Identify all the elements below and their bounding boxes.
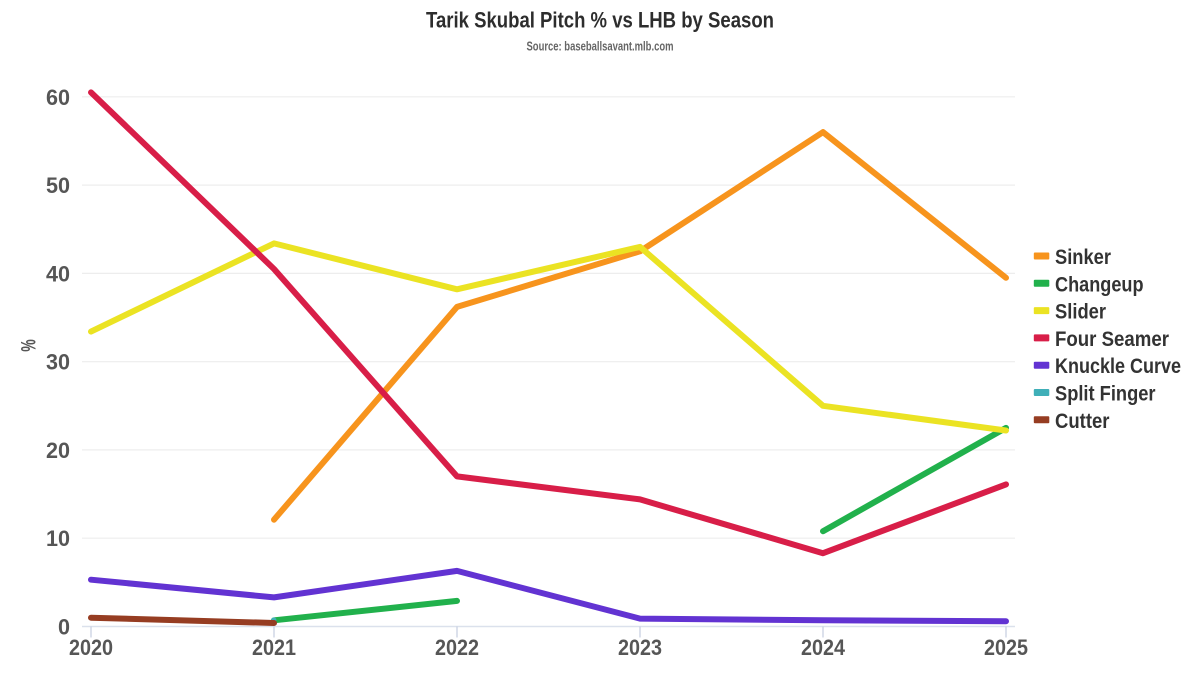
svg-text:Split Finger: Split Finger — [1055, 382, 1156, 406]
svg-text:2023: 2023 — [618, 635, 662, 660]
svg-text:Cutter: Cutter — [1055, 409, 1110, 433]
svg-text:40: 40 — [46, 261, 70, 286]
svg-text:2025: 2025 — [984, 635, 1028, 660]
svg-text:0: 0 — [58, 615, 70, 640]
svg-text:60: 60 — [46, 85, 70, 110]
svg-text:30: 30 — [46, 350, 70, 375]
svg-text:10: 10 — [46, 526, 70, 551]
svg-text:Four Seamer: Four Seamer — [1055, 327, 1170, 351]
svg-text:2021: 2021 — [252, 635, 296, 660]
svg-text:2024: 2024 — [801, 635, 845, 660]
svg-text:Sinker: Sinker — [1055, 245, 1112, 269]
svg-text:Changeup: Changeup — [1055, 272, 1144, 296]
svg-text:Slider: Slider — [1055, 300, 1107, 324]
svg-text:50: 50 — [46, 173, 70, 198]
svg-text:Source: baseballsavant.mlb.com: Source: baseballsavant.mlb.com — [527, 40, 674, 54]
svg-text:2020: 2020 — [69, 635, 113, 660]
svg-text:%: % — [17, 339, 40, 352]
svg-text:20: 20 — [46, 438, 70, 463]
svg-text:Tarik Skubal Pitch % vs LHB by: Tarik Skubal Pitch % vs LHB by Season — [426, 8, 774, 33]
svg-text:2022: 2022 — [435, 635, 479, 660]
svg-text:Knuckle Curve: Knuckle Curve — [1055, 354, 1181, 378]
